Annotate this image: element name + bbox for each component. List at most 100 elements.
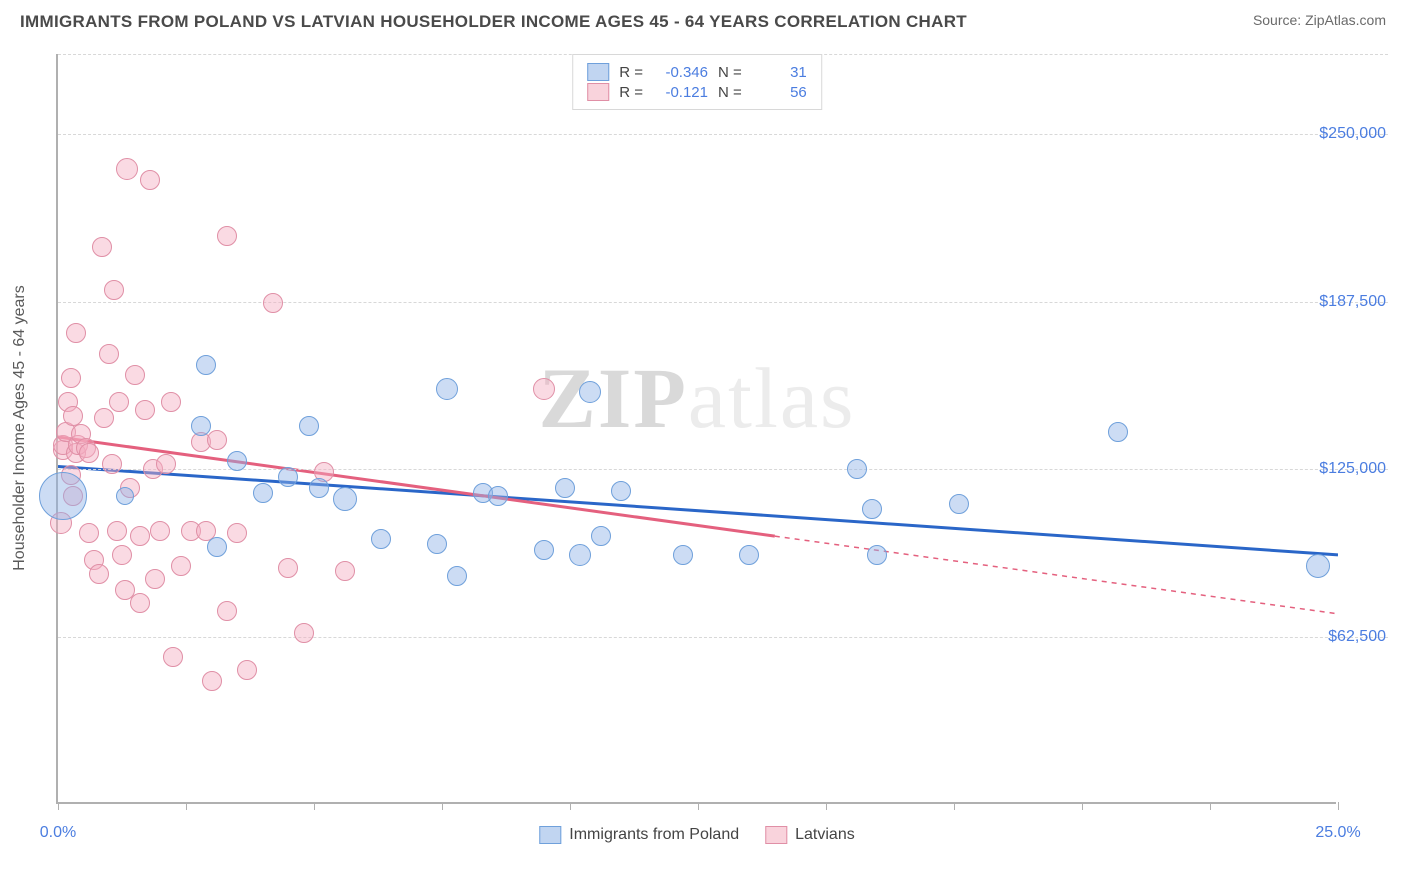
scatter-point	[673, 545, 693, 565]
scatter-point	[569, 544, 591, 566]
scatter-point	[227, 451, 247, 471]
scatter-point	[79, 443, 99, 463]
scatter-point	[171, 556, 191, 576]
scatter-point	[217, 226, 237, 246]
scatter-point	[202, 671, 222, 691]
source-label: Source: ZipAtlas.com	[1253, 12, 1386, 28]
x-tick	[442, 802, 443, 810]
x-tick	[570, 802, 571, 810]
scatter-point	[533, 378, 555, 400]
y-tick-label: $62,500	[1286, 628, 1386, 646]
scatter-point	[278, 558, 298, 578]
scatter-point	[196, 355, 216, 375]
scatter-point	[427, 534, 447, 554]
x-tick	[698, 802, 699, 810]
scatter-point	[125, 365, 145, 385]
scatter-point	[150, 521, 170, 541]
scatter-point	[739, 545, 759, 565]
grid-line	[58, 469, 1388, 470]
scatter-point	[579, 381, 601, 403]
legend-swatch-pink	[587, 83, 609, 101]
scatter-point	[140, 170, 160, 190]
scatter-point	[92, 237, 112, 257]
x-tick	[1210, 802, 1211, 810]
x-tick	[826, 802, 827, 810]
x-tick	[314, 802, 315, 810]
scatter-point	[278, 467, 298, 487]
scatter-point	[156, 454, 176, 474]
scatter-point	[335, 561, 355, 581]
scatter-point	[191, 416, 211, 436]
legend-swatch-blue	[587, 63, 609, 81]
scatter-point	[130, 593, 150, 613]
y-tick-label: $187,500	[1286, 293, 1386, 311]
scatter-point	[237, 660, 257, 680]
scatter-point	[1108, 422, 1128, 442]
y-tick-label: $125,000	[1286, 460, 1386, 478]
y-tick-label: $250,000	[1286, 125, 1386, 143]
scatter-point	[611, 481, 631, 501]
scatter-point	[227, 523, 247, 543]
scatter-point	[207, 537, 227, 557]
x-tick	[954, 802, 955, 810]
scatter-point	[161, 392, 181, 412]
scatter-point	[79, 523, 99, 543]
chart-area: ZIPatlas Householder Income Ages 45 - 64…	[56, 54, 1386, 804]
scatter-point	[447, 566, 467, 586]
scatter-point	[116, 487, 134, 505]
x-axis-label: 25.0%	[1315, 824, 1360, 842]
scatter-point	[333, 487, 357, 511]
x-axis-label: 0.0%	[40, 824, 76, 842]
y-axis-label: Householder Income Ages 45 - 64 years	[11, 285, 29, 571]
scatter-point	[207, 430, 227, 450]
legend-series: Immigrants from Poland Latvians	[539, 826, 854, 844]
x-tick	[1338, 802, 1339, 810]
scatter-point	[135, 400, 155, 420]
x-tick	[186, 802, 187, 810]
grid-line	[58, 134, 1388, 135]
scatter-point	[949, 494, 969, 514]
grid-line	[58, 637, 1388, 638]
legend-swatch-pink-icon	[765, 826, 787, 844]
scatter-point	[39, 472, 87, 520]
scatter-point	[163, 647, 183, 667]
scatter-point	[488, 486, 508, 506]
scatter-point	[1306, 554, 1330, 578]
plot-area: ZIPatlas Householder Income Ages 45 - 64…	[56, 54, 1336, 804]
scatter-point	[591, 526, 611, 546]
scatter-point	[847, 459, 867, 479]
scatter-point	[99, 344, 119, 364]
scatter-point	[309, 478, 329, 498]
scatter-point	[130, 526, 150, 546]
scatter-point	[107, 521, 127, 541]
scatter-point	[436, 378, 458, 400]
scatter-point	[867, 545, 887, 565]
scatter-point	[299, 416, 319, 436]
scatter-point	[104, 280, 124, 300]
scatter-point	[534, 540, 554, 560]
chart-title: IMMIGRANTS FROM POLAND VS LATVIAN HOUSEH…	[20, 12, 967, 32]
scatter-point	[116, 158, 138, 180]
trend-lines	[58, 54, 1338, 804]
scatter-point	[371, 529, 391, 549]
scatter-point	[263, 293, 283, 313]
scatter-point	[109, 392, 129, 412]
x-tick	[1082, 802, 1083, 810]
scatter-point	[102, 454, 122, 474]
scatter-point	[294, 623, 314, 643]
scatter-point	[217, 601, 237, 621]
legend-label-pink: Latvians	[795, 826, 855, 844]
scatter-point	[253, 483, 273, 503]
scatter-point	[63, 406, 83, 426]
x-tick	[58, 802, 59, 810]
legend-stats: R = -0.346 N = 31 R = -0.121 N = 56	[572, 54, 822, 110]
legend-swatch-blue-icon	[539, 826, 561, 844]
scatter-point	[61, 368, 81, 388]
scatter-point	[66, 323, 86, 343]
scatter-point	[862, 499, 882, 519]
scatter-point	[145, 569, 165, 589]
grid-line	[58, 302, 1388, 303]
scatter-point	[555, 478, 575, 498]
scatter-point	[89, 564, 109, 584]
legend-label-blue: Immigrants from Poland	[569, 826, 739, 844]
